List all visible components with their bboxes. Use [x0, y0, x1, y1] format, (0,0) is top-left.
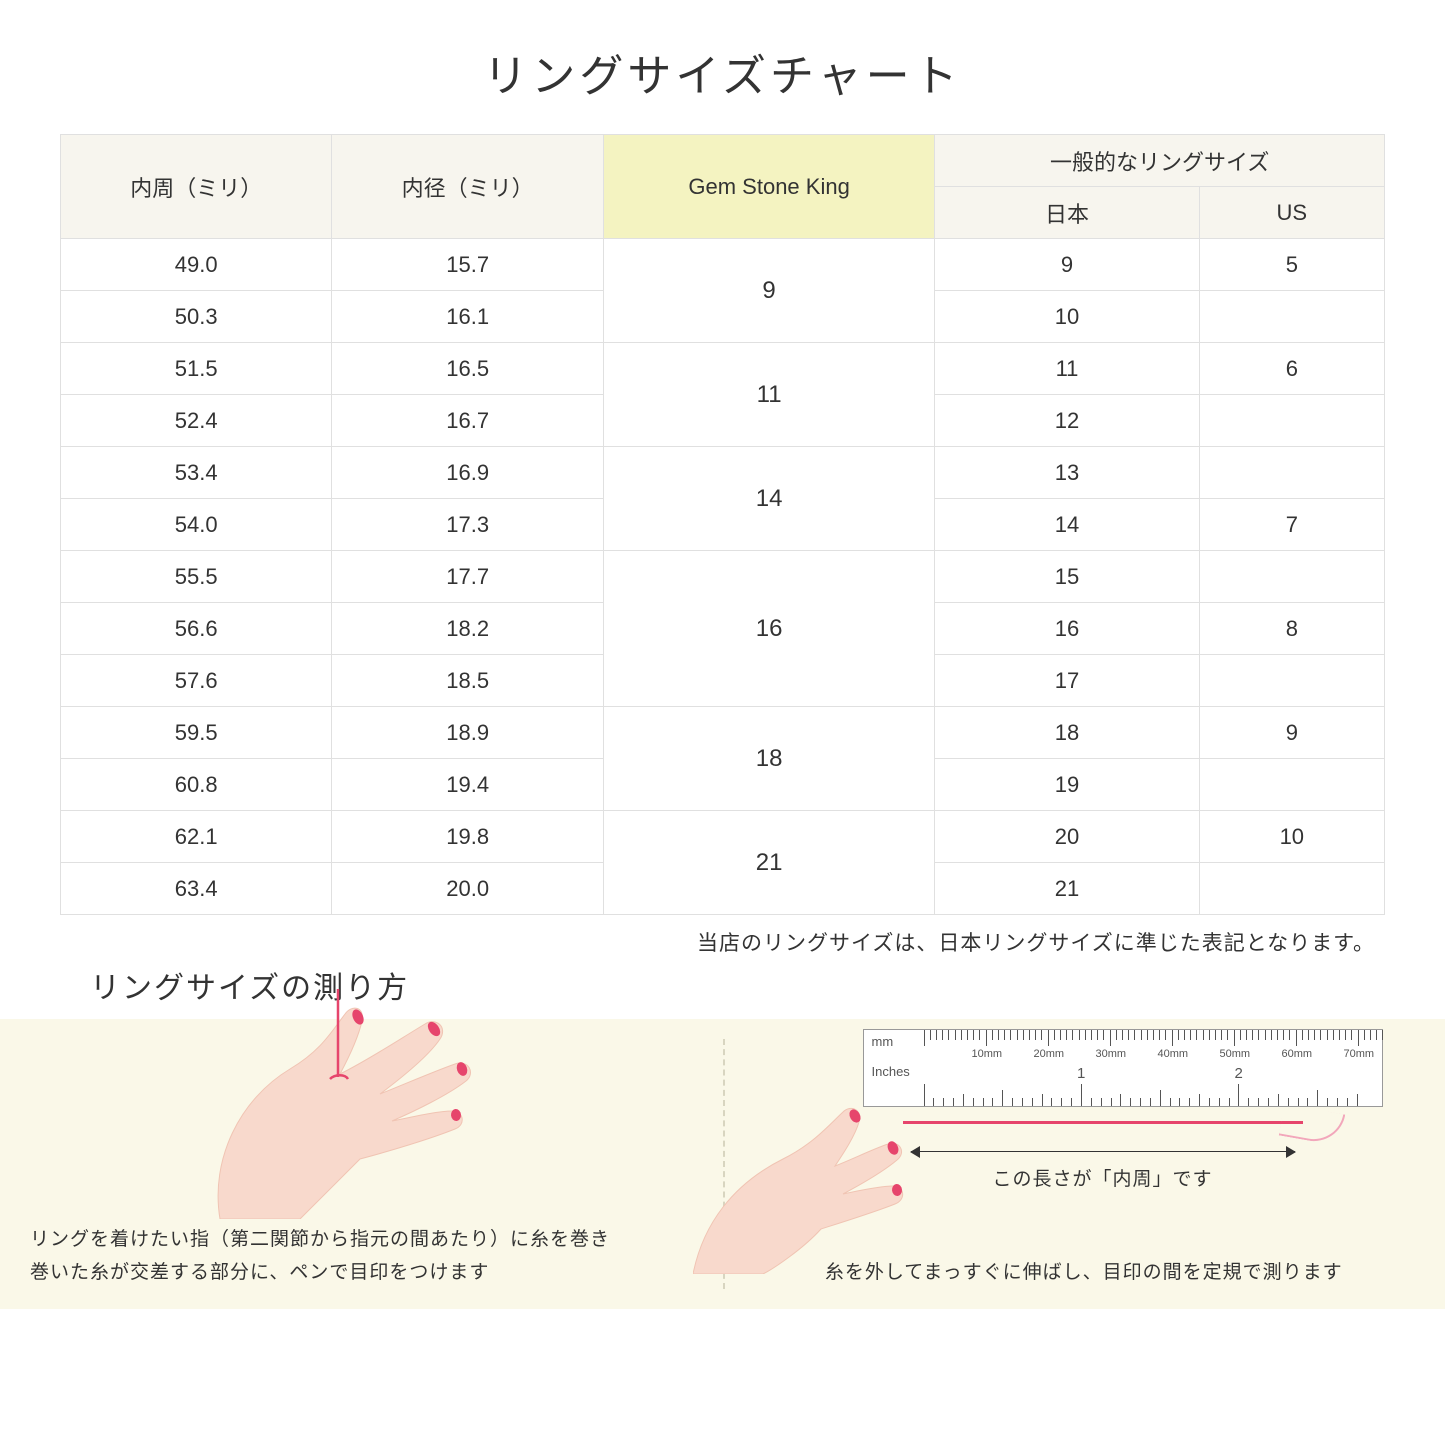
ruler-mm-mark: 40mm: [1158, 1048, 1189, 1060]
ruler-mm-mark: 20mm: [1034, 1048, 1065, 1060]
cell-diameter: 19.8: [332, 811, 603, 863]
cell-diameter: 18.5: [332, 655, 603, 707]
ruler-in-mark: 1: [1077, 1065, 1085, 1082]
howto-panel-left: リングを着けたい指（第二関節から指元の間あたり）に糸を巻き 巻いた糸が交差する部…: [0, 1019, 723, 1309]
howto-section: リングを着けたい指（第二関節から指元の間あたり）に糸を巻き 巻いた糸が交差する部…: [0, 1019, 1445, 1309]
cell-us: [1199, 395, 1384, 447]
cell-us: 8: [1199, 603, 1384, 655]
cell-us: 5: [1199, 239, 1384, 291]
cell-gsk: 18: [603, 707, 934, 811]
cell-diameter: 16.9: [332, 447, 603, 499]
cell-japan: 20: [935, 811, 1199, 863]
table-row: 51.516.511116: [61, 343, 1385, 395]
cell-diameter: 19.4: [332, 759, 603, 811]
cell-us: [1199, 447, 1384, 499]
cell-diameter: 18.9: [332, 707, 603, 759]
ruler-illustration: mm Inches 10mm 20mm 30mm 40mm 50mm 60mm 70mm 1 2…: [863, 1029, 1426, 1107]
cell-gsk: 16: [603, 551, 934, 707]
ruler-in-mark: 2: [1234, 1065, 1242, 1082]
cell-circumference: 62.1: [61, 811, 332, 863]
cell-circumference: 60.8: [61, 759, 332, 811]
cell-japan: 11: [935, 343, 1199, 395]
cell-japan: 18: [935, 707, 1199, 759]
hand-wrap-thread-icon: [180, 979, 500, 1219]
cell-diameter: 17.3: [332, 499, 603, 551]
ruler-in-label: Inches: [872, 1064, 910, 1079]
table-row: 49.015.7995: [61, 239, 1385, 291]
cell-circumference: 59.5: [61, 707, 332, 759]
cell-japan: 16: [935, 603, 1199, 655]
cell-japan: 13: [935, 447, 1199, 499]
cell-circumference: 54.0: [61, 499, 332, 551]
measure-arrow-caption: この長さが「内周」です: [993, 1164, 1213, 1191]
th-circumference: 内周（ミリ）: [61, 135, 332, 239]
cell-circumference: 55.5: [61, 551, 332, 603]
cell-gsk: 21: [603, 811, 934, 915]
cell-circumference: 63.4: [61, 863, 332, 915]
cell-japan: 10: [935, 291, 1199, 343]
measure-arrow: [911, 1151, 1295, 1152]
th-japan: 日本: [935, 187, 1199, 239]
cell-diameter: 15.7: [332, 239, 603, 291]
cell-diameter: 16.5: [332, 343, 603, 395]
cell-japan: 21: [935, 863, 1199, 915]
cell-diameter: 17.7: [332, 551, 603, 603]
cell-circumference: 57.6: [61, 655, 332, 707]
cell-circumference: 56.6: [61, 603, 332, 655]
table-row: 59.518.918189: [61, 707, 1385, 759]
howto-panel-right: mm Inches 10mm 20mm 30mm 40mm 50mm 60mm 70mm 1 2…: [723, 1019, 1445, 1309]
page-title: リングサイズチャート: [60, 40, 1385, 104]
cell-diameter: 16.7: [332, 395, 603, 447]
ruler-mm-mark: 30mm: [1096, 1048, 1127, 1060]
cell-us: 10: [1199, 811, 1384, 863]
th-gsk: Gem Stone King: [603, 135, 934, 239]
cell-circumference: 53.4: [61, 447, 332, 499]
cell-japan: 15: [935, 551, 1199, 603]
cell-japan: 9: [935, 239, 1199, 291]
cell-us: [1199, 759, 1384, 811]
table-note: 当店のリングサイズは、日本リングサイズに準じた表記となります。: [60, 927, 1375, 957]
table-row: 62.119.8212010: [61, 811, 1385, 863]
cell-diameter: 20.0: [332, 863, 603, 915]
ruler-mm-mark: 60mm: [1282, 1048, 1313, 1060]
cell-gsk: 9: [603, 239, 934, 343]
ruler-mm-label: mm: [872, 1034, 894, 1049]
cell-us: 6: [1199, 343, 1384, 395]
ruler-mm-mark: 70mm: [1344, 1048, 1375, 1060]
cell-us: 9: [1199, 707, 1384, 759]
cell-diameter: 16.1: [332, 291, 603, 343]
cell-japan: 12: [935, 395, 1199, 447]
cell-circumference: 52.4: [61, 395, 332, 447]
ruler-mm-mark: 10mm: [972, 1048, 1003, 1060]
cell-japan: 19: [935, 759, 1199, 811]
table-row: 53.416.91413: [61, 447, 1385, 499]
th-general: 一般的なリングサイズ: [935, 135, 1385, 187]
cell-us: [1199, 863, 1384, 915]
hand-hold-thread-icon: [693, 1104, 913, 1274]
cell-circumference: 49.0: [61, 239, 332, 291]
cell-us: [1199, 291, 1384, 343]
cell-gsk: 11: [603, 343, 934, 447]
cell-diameter: 18.2: [332, 603, 603, 655]
cell-circumference: 50.3: [61, 291, 332, 343]
cell-japan: 14: [935, 499, 1199, 551]
th-diameter: 内径（ミリ）: [332, 135, 603, 239]
cell-us: 7: [1199, 499, 1384, 551]
howto-left-caption: リングを着けたい指（第二関節から指元の間あたり）に糸を巻き 巻いた糸が交差する部…: [30, 1224, 693, 1289]
cell-us: [1199, 655, 1384, 707]
thread-line: [903, 1121, 1303, 1124]
th-us: US: [1199, 187, 1384, 239]
cell-japan: 17: [935, 655, 1199, 707]
ring-size-table: 内周（ミリ） 内径（ミリ） Gem Stone King 一般的なリングサイズ …: [60, 134, 1385, 915]
cell-circumference: 51.5: [61, 343, 332, 395]
table-row: 55.517.71615: [61, 551, 1385, 603]
ruler-mm-mark: 50mm: [1220, 1048, 1251, 1060]
cell-us: [1199, 551, 1384, 603]
cell-gsk: 14: [603, 447, 934, 551]
